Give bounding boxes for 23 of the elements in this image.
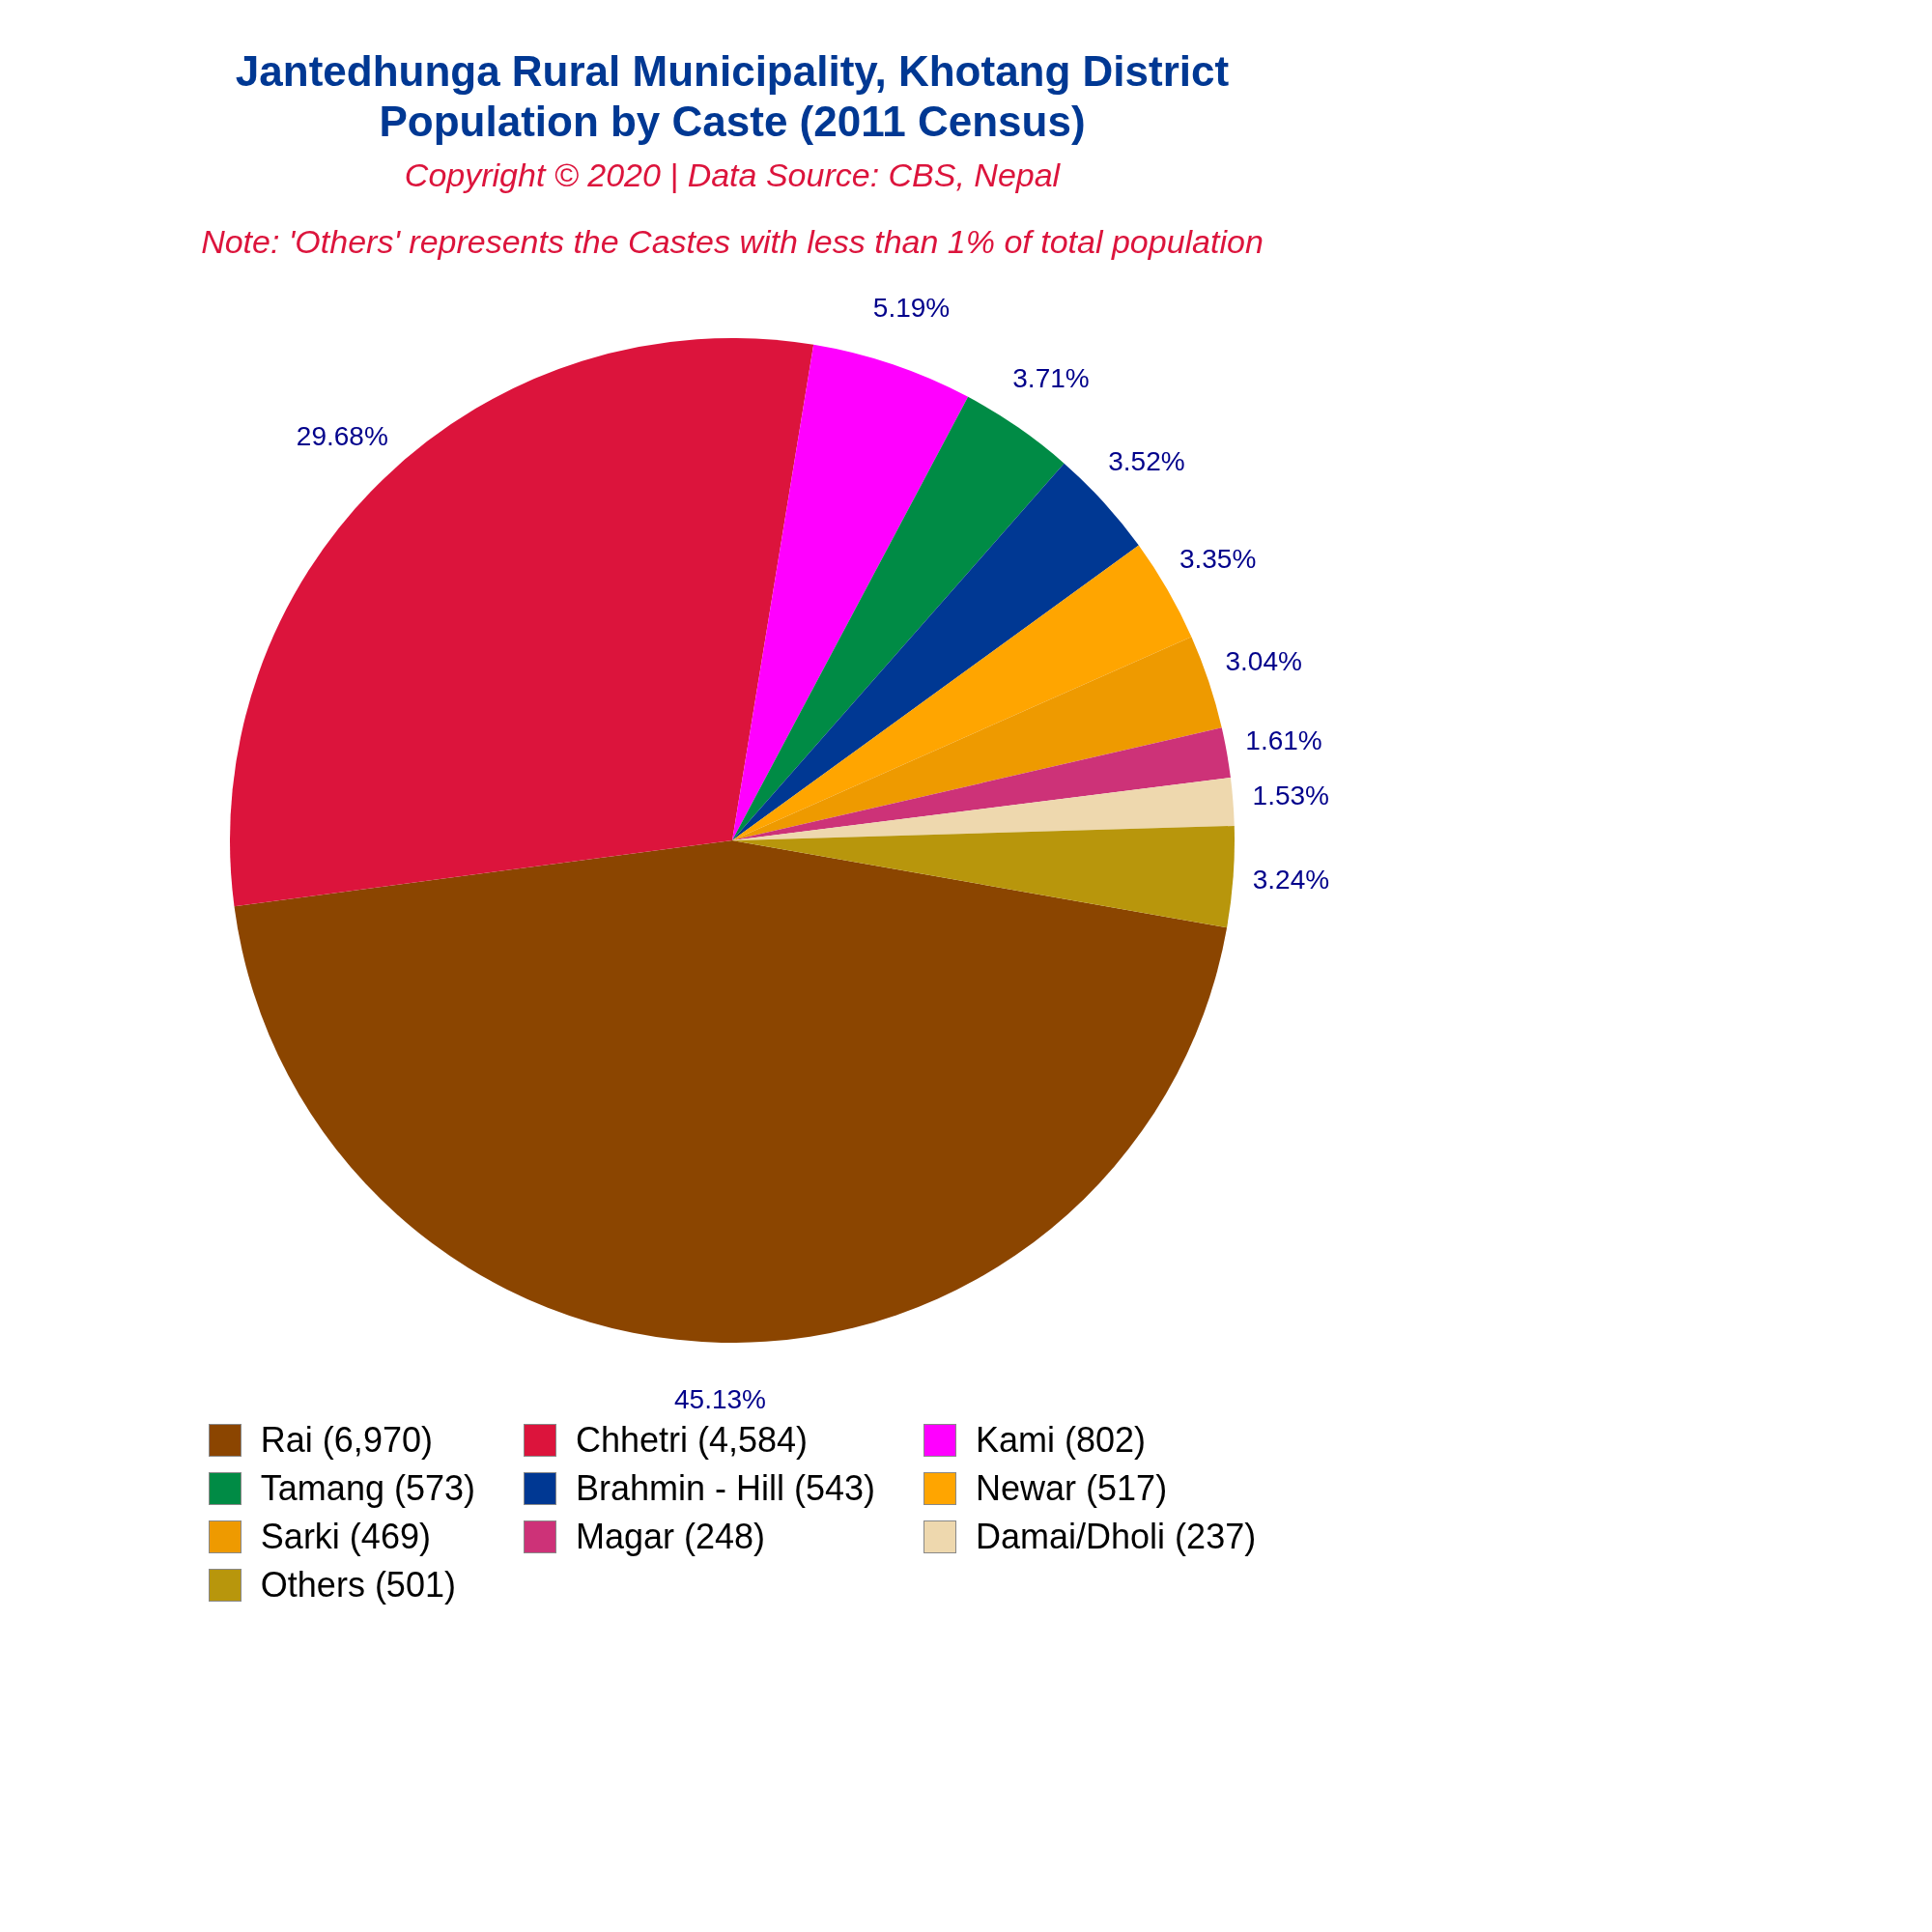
chart-subtitle: Copyright © 2020 | Data Source: CBS, Nepal [403, 156, 1062, 194]
data-label: 3.24% [1252, 864, 1330, 895]
data-label: 3.71% [1012, 362, 1090, 393]
data-label: 3.35% [1179, 544, 1257, 575]
legend-label: Magar (248) [575, 1517, 766, 1557]
legend-label: Newar (517) [976, 1468, 1168, 1509]
data-label: 45.13% [674, 1383, 766, 1414]
legend-label: Chhetri (4,584) [575, 1420, 809, 1461]
chart-title: Jantedhunga Rural Municipality, Khotang District Population by Caste (2011 Census) [234, 46, 1231, 147]
data-label: 3.04% [1225, 646, 1302, 677]
data-label: 29.68% [296, 421, 388, 452]
legend-label: Others (501) [260, 1565, 456, 1605]
legend-label: Tamang (573) [260, 1468, 475, 1509]
text: Note: 'Others' represents the Castes with less than 1% of total population [200, 223, 1264, 261]
legend-label: Sarki (469) [260, 1517, 431, 1557]
data-label: 1.61% [1245, 725, 1322, 756]
data-label: 1.53% [1252, 781, 1329, 811]
data-label: 5.19% [872, 293, 951, 324]
data-label: 3.52% [1108, 446, 1185, 477]
legend-label: Rai (6,970) [260, 1420, 433, 1461]
legend-label: Damai/Dholi (237) [976, 1517, 1257, 1557]
legend-label: Brahmin - Hill (543) [575, 1468, 876, 1509]
legend-label: Kami (802) [976, 1420, 1147, 1461]
